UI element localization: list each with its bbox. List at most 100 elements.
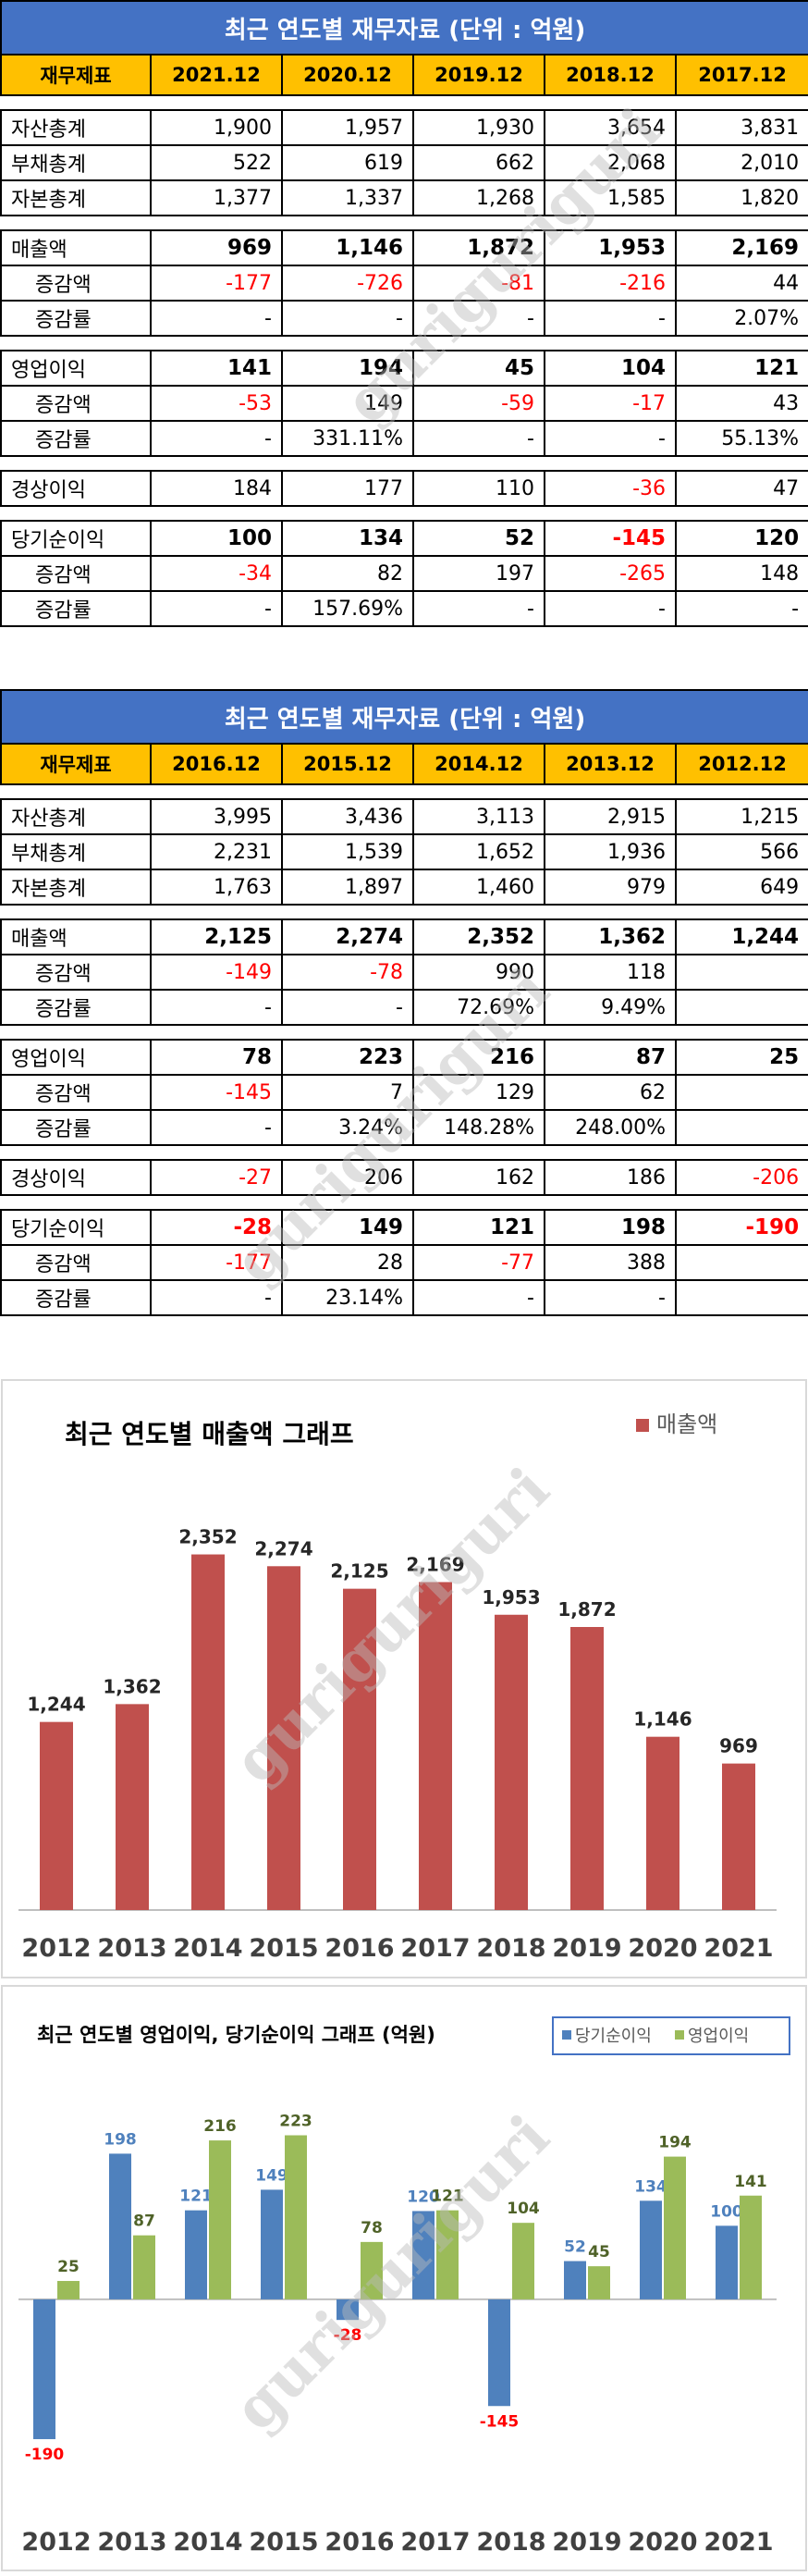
data-label: 1,146 [633,1708,692,1731]
table-cell: -726 [281,265,414,302]
data-label: 2,352 [178,1526,237,1548]
table-cell: 2,125 [150,918,283,955]
x-tick-label: 2018 [476,1934,545,1963]
table-cell: 149 [281,1209,414,1246]
column-header: 2021.12 [150,54,283,96]
legend-label: 당기순이익 [575,2027,652,2046]
table-cell: 78 [150,1039,283,1076]
bar [716,2225,738,2299]
x-tick-label: 2020 [628,1934,697,1963]
column-header: 재무제표 [0,54,152,96]
row-label: 증감액 [0,385,152,422]
data-label: 52 [564,2238,586,2257]
legend-swatch [675,2030,684,2040]
table-row: 당기순이익 -28 149 121 198 -190 [0,1209,808,1246]
table-cell: -36 [544,470,677,507]
table-row: 자본총계 1,377 1,337 1,268 1,585 1,820 [0,179,808,216]
table-row: 증감액 -34 82 197 -265 148 [0,555,808,592]
bar [191,1554,225,1910]
table-cell: 194 [281,350,414,387]
table-cell: - [281,300,414,337]
table-cell: - [412,300,545,337]
table-row: 영업이익 141 194 45 104 121 [0,350,808,387]
row-label: 경상이익 [0,470,152,507]
table-cell: 619 [281,144,414,181]
table-cell: 2,915 [544,798,677,835]
table-cell: 121 [674,350,808,387]
row-label: 자산총계 [0,798,152,835]
x-tick-label: 2013 [97,1934,166,1963]
table-cell [674,989,808,1026]
table-cell: -77 [412,1244,545,1281]
bar [495,1614,528,1910]
row-label: 증감액 [0,954,152,991]
table-cell: - [544,590,677,627]
table-cell: -149 [150,954,283,991]
column-header: 2019.12 [412,54,545,96]
table-cell: 44 [674,265,808,302]
table-cell: - [412,1279,545,1316]
table-row: 증감액 -149 -78 990 118 [0,954,808,991]
table-cell: 3,436 [281,798,414,835]
profit-chart-svg: 최근 연도별 영업이익, 당기순이익 그래프 (억원) 당기순이익 영업이익 -190… [1,1985,807,2571]
table-row: 증감률 -331.11% - -55.13% [0,420,808,457]
data-label: 149 [255,2166,288,2185]
row-label: 증감률 [0,1279,152,1316]
table-cell: 223 [281,1039,414,1076]
table-cell: 134 [281,520,414,557]
table-cell: 206 [281,1159,414,1196]
bar [722,1763,755,1910]
table-cell: 1,897 [281,869,414,906]
table-cell: -145 [150,1074,283,1111]
table-row: 증감률 -157.69% - - - [0,590,808,627]
bar [33,2299,55,2440]
table-cell: 1,900 [150,109,283,146]
table-cell: 198 [544,1209,677,1246]
data-label: 969 [719,1735,758,1757]
legend-label: 매출액 [656,1411,717,1437]
table-cell: 149 [281,385,414,422]
table-cell: 197 [412,555,545,592]
bar [646,1736,679,1910]
table-cell [674,1244,808,1281]
row-label: 경상이익 [0,1159,152,1196]
data-label: 194 [658,2134,692,2152]
table-row: 증감률 - -72.69% 9.49% [0,989,808,1026]
data-label: 25 [57,2258,80,2276]
row-label: 자산총계 [0,109,152,146]
table-cell: 1,268 [412,179,545,216]
data-label: 216 [203,2117,237,2136]
table-cell: -27 [150,1159,283,1196]
table-cell: 104 [544,350,677,387]
x-tick-label: 2014 [173,2528,242,2557]
table-cell: 1,652 [412,833,545,870]
data-label: 2,169 [406,1553,464,1575]
table-cell: 969 [150,229,283,266]
data-label: 104 [507,2200,540,2218]
row-label: 영업이익 [0,1039,152,1076]
table-row: 증감률 -3.24% 148.28% 248.00% [0,1109,808,1146]
x-tick-label: 2019 [552,1934,621,1963]
table-cell [674,1074,808,1111]
table-cell: 47 [674,470,808,507]
table-cell: - [674,590,808,627]
sales-chart: 최근 연도별 매출액 그래프 매출액 1,244 2012 1,362 2013 2,352… [0,1378,808,1979]
bar [419,1582,452,1910]
table-cell: 9.49% [544,989,677,1026]
bar [267,1566,300,1910]
row-label: 영업이익 [0,350,152,387]
table-cell: - [150,420,283,457]
table-cell: - [544,1279,677,1316]
row-label: 증감률 [0,989,152,1026]
table-cell: 2,068 [544,144,677,181]
table-cell: 1,362 [544,918,677,955]
table-cell: 62 [544,1074,677,1111]
row-label: 부채총계 [0,144,152,181]
table-title: 최근 연도별 재무자료 (단위 : 억원) [0,0,808,55]
column-header: 2012.12 [674,743,808,785]
column-header: 2020.12 [281,54,414,96]
table-cell: - [281,989,414,1026]
table-cell: 177 [281,470,414,507]
table-cell: 388 [544,1244,677,1281]
data-label: 1,244 [27,1694,85,1716]
